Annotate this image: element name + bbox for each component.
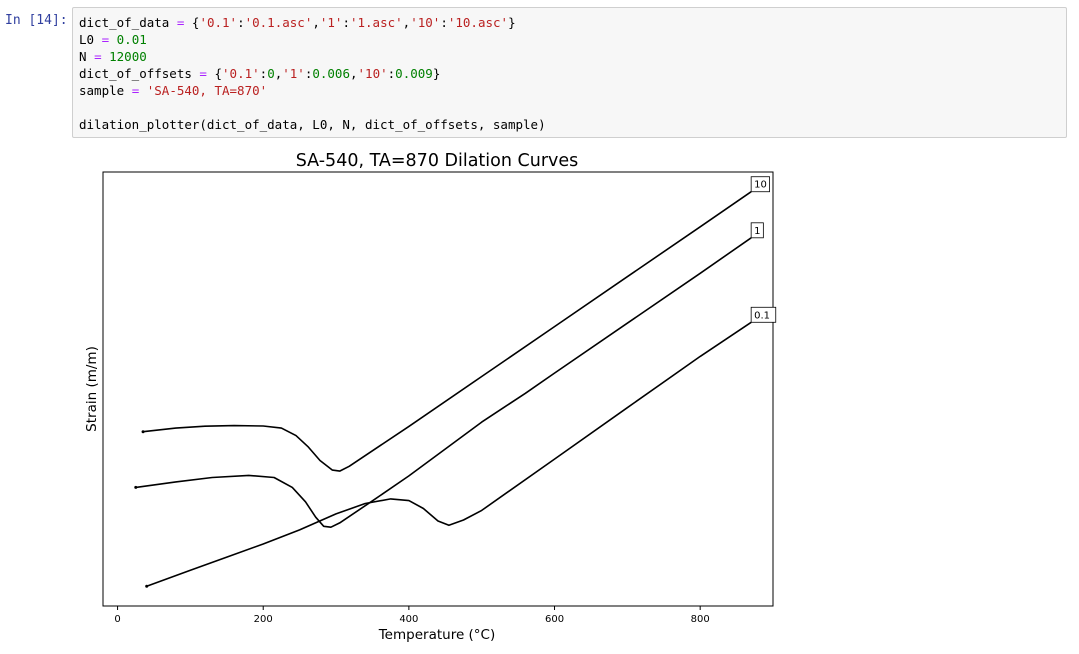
x-tick-label-600: 600	[545, 614, 564, 625]
dilation-chart: SA-540, TA=870 Dilation Curves 0 200 400 60…	[84, 151, 777, 643]
series-start-point-1	[134, 485, 138, 489]
series-end-label-0_1: 0.1	[750, 306, 777, 323]
x-tick-label-200: 200	[254, 614, 273, 625]
series-line-0_1	[146, 321, 752, 588]
code-line-7: dilation_plotter(dict_of_data, L0, N, di…	[79, 117, 546, 132]
x-axis-ticks: 0 200 400 600 800	[114, 606, 710, 625]
x-tick-label-400: 400	[399, 614, 418, 625]
code-input-area[interactable]: dict_of_data = {'0.1':'0.1.asc','1':'1.a…	[72, 7, 1067, 138]
x-axis-label: Temperature (°C)	[378, 627, 496, 643]
code-text[interactable]: dict_of_data = {'0.1':'0.1.asc','1':'1.a…	[79, 14, 546, 133]
code-line-3: N = 12000	[79, 49, 147, 64]
series-end-labels: 10 1 0.1	[750, 176, 777, 323]
series-end-label-1: 1	[750, 222, 764, 239]
y-axis-label: Strain (m/m)	[84, 346, 100, 432]
svg-text:1: 1	[754, 226, 760, 237]
plot-frame	[102, 171, 774, 607]
x-tick-label-0: 0	[114, 614, 120, 625]
cell-prompt: In [14]:	[5, 13, 68, 28]
x-tick-label-800: 800	[691, 614, 710, 625]
code-line-1: dict_of_data = {'0.1':'0.1.asc','1':'1.a…	[79, 15, 516, 30]
series-start-point-0_1	[145, 584, 149, 588]
series-end-label-10: 10	[750, 176, 770, 193]
chart-title: SA-540, TA=870 Dilation Curves	[296, 151, 579, 171]
cell-output: SA-540, TA=870 Dilation Curves 0 200 400 60…	[0, 145, 800, 654]
code-line-5: sample = 'SA-540, TA=870'	[79, 83, 268, 98]
code-line-2: L0 = 0.01	[79, 32, 147, 47]
code-line-4: dict_of_offsets = {'0.1':0,'1':0.006,'10…	[79, 66, 441, 81]
series-start-point-10	[141, 430, 145, 434]
svg-text:10: 10	[754, 180, 767, 191]
series-line-1	[135, 237, 752, 528]
series-layer	[134, 191, 752, 588]
svg-text:0.1: 0.1	[754, 310, 770, 321]
series-line-10	[143, 191, 752, 472]
